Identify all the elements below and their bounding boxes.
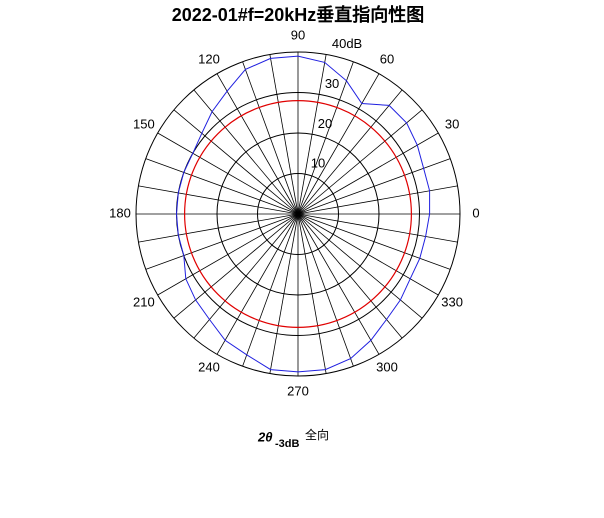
theta-tick-label: 30 xyxy=(445,116,459,131)
r-tick-label: 20 xyxy=(318,116,332,131)
annotation-symbol: 2θ xyxy=(257,429,272,444)
theta-tick-label: 150 xyxy=(133,116,155,131)
theta-tick-label: 0 xyxy=(472,205,479,220)
theta-tick-label: 60 xyxy=(380,51,394,66)
grid-circle xyxy=(257,173,339,255)
grid-circle xyxy=(135,51,461,377)
reference-circle xyxy=(184,99,413,329)
r-tick-label: 40dB xyxy=(332,36,362,51)
theta-tick-label: 90 xyxy=(291,27,305,42)
chart-title: 2022-01#f=20kHz垂直指向性图 xyxy=(172,4,425,25)
theta-tick-label: 120 xyxy=(198,51,220,66)
theta-tick-label: 330 xyxy=(441,294,463,309)
series-line xyxy=(175,55,431,373)
grid-circle xyxy=(216,132,380,296)
theta-tick-label: 300 xyxy=(376,360,398,375)
theta-tick-label: 210 xyxy=(133,294,155,309)
r-tick-label: 10 xyxy=(311,156,325,171)
annotation-subscript: -3dB xyxy=(275,438,300,450)
r-tick-label: 30 xyxy=(325,76,339,91)
annotation-text: 全向 xyxy=(305,427,329,442)
theta-tick-label: 180 xyxy=(109,205,131,220)
theta-tick-label: 240 xyxy=(198,360,220,375)
theta-tick-label: 270 xyxy=(287,383,309,398)
